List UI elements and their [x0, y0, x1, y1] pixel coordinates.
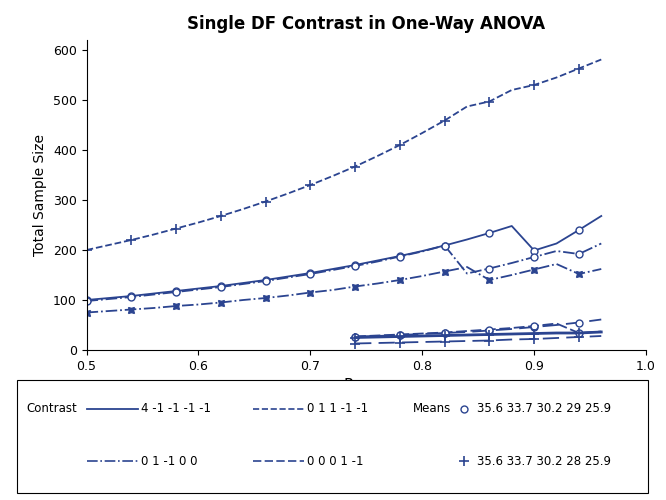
Y-axis label: Total Sample Size: Total Sample Size — [33, 134, 47, 256]
Text: 0 1 1 -1 -1: 0 1 1 -1 -1 — [308, 402, 368, 415]
Text: 0 0 0 1 -1: 0 0 0 1 -1 — [308, 455, 364, 468]
FancyBboxPatch shape — [17, 380, 648, 492]
Text: Means: Means — [413, 402, 451, 415]
Text: 4 -1 -1 -1 -1: 4 -1 -1 -1 -1 — [141, 402, 211, 415]
Text: 35.6 33.7 30.2 28 25.9: 35.6 33.7 30.2 28 25.9 — [477, 455, 611, 468]
Text: 35.6 33.7 30.2 29 25.9: 35.6 33.7 30.2 29 25.9 — [477, 402, 611, 415]
Text: 0 1 -1 0 0: 0 1 -1 0 0 — [141, 455, 198, 468]
X-axis label: Power: Power — [343, 378, 390, 394]
Text: Contrast: Contrast — [26, 402, 77, 415]
Title: Single DF Contrast in One-Way ANOVA: Single DF Contrast in One-Way ANOVA — [187, 15, 545, 33]
